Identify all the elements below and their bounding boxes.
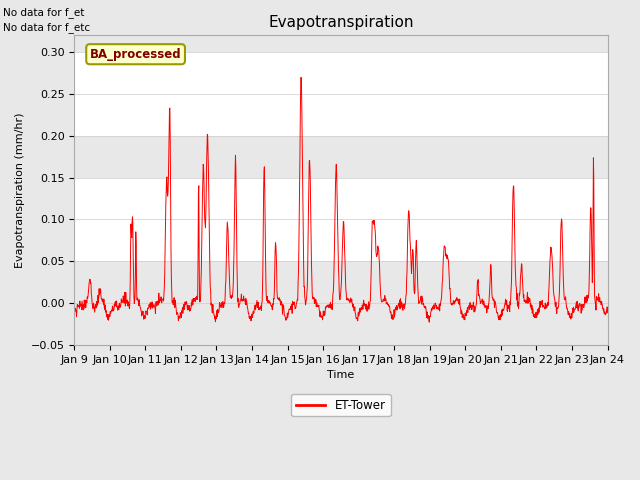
Text: No data for f_etc: No data for f_etc (3, 22, 90, 33)
Text: No data for f_et: No data for f_et (3, 7, 84, 18)
Y-axis label: Evapotranspiration (mm/hr): Evapotranspiration (mm/hr) (15, 112, 25, 268)
Title: Evapotranspiration: Evapotranspiration (268, 15, 413, 30)
Bar (74, 52, 607, 136)
Legend: ET-Tower: ET-Tower (291, 394, 390, 416)
X-axis label: Time: Time (327, 370, 355, 380)
Text: BA_processed: BA_processed (90, 48, 181, 60)
Bar (74, 178, 607, 261)
